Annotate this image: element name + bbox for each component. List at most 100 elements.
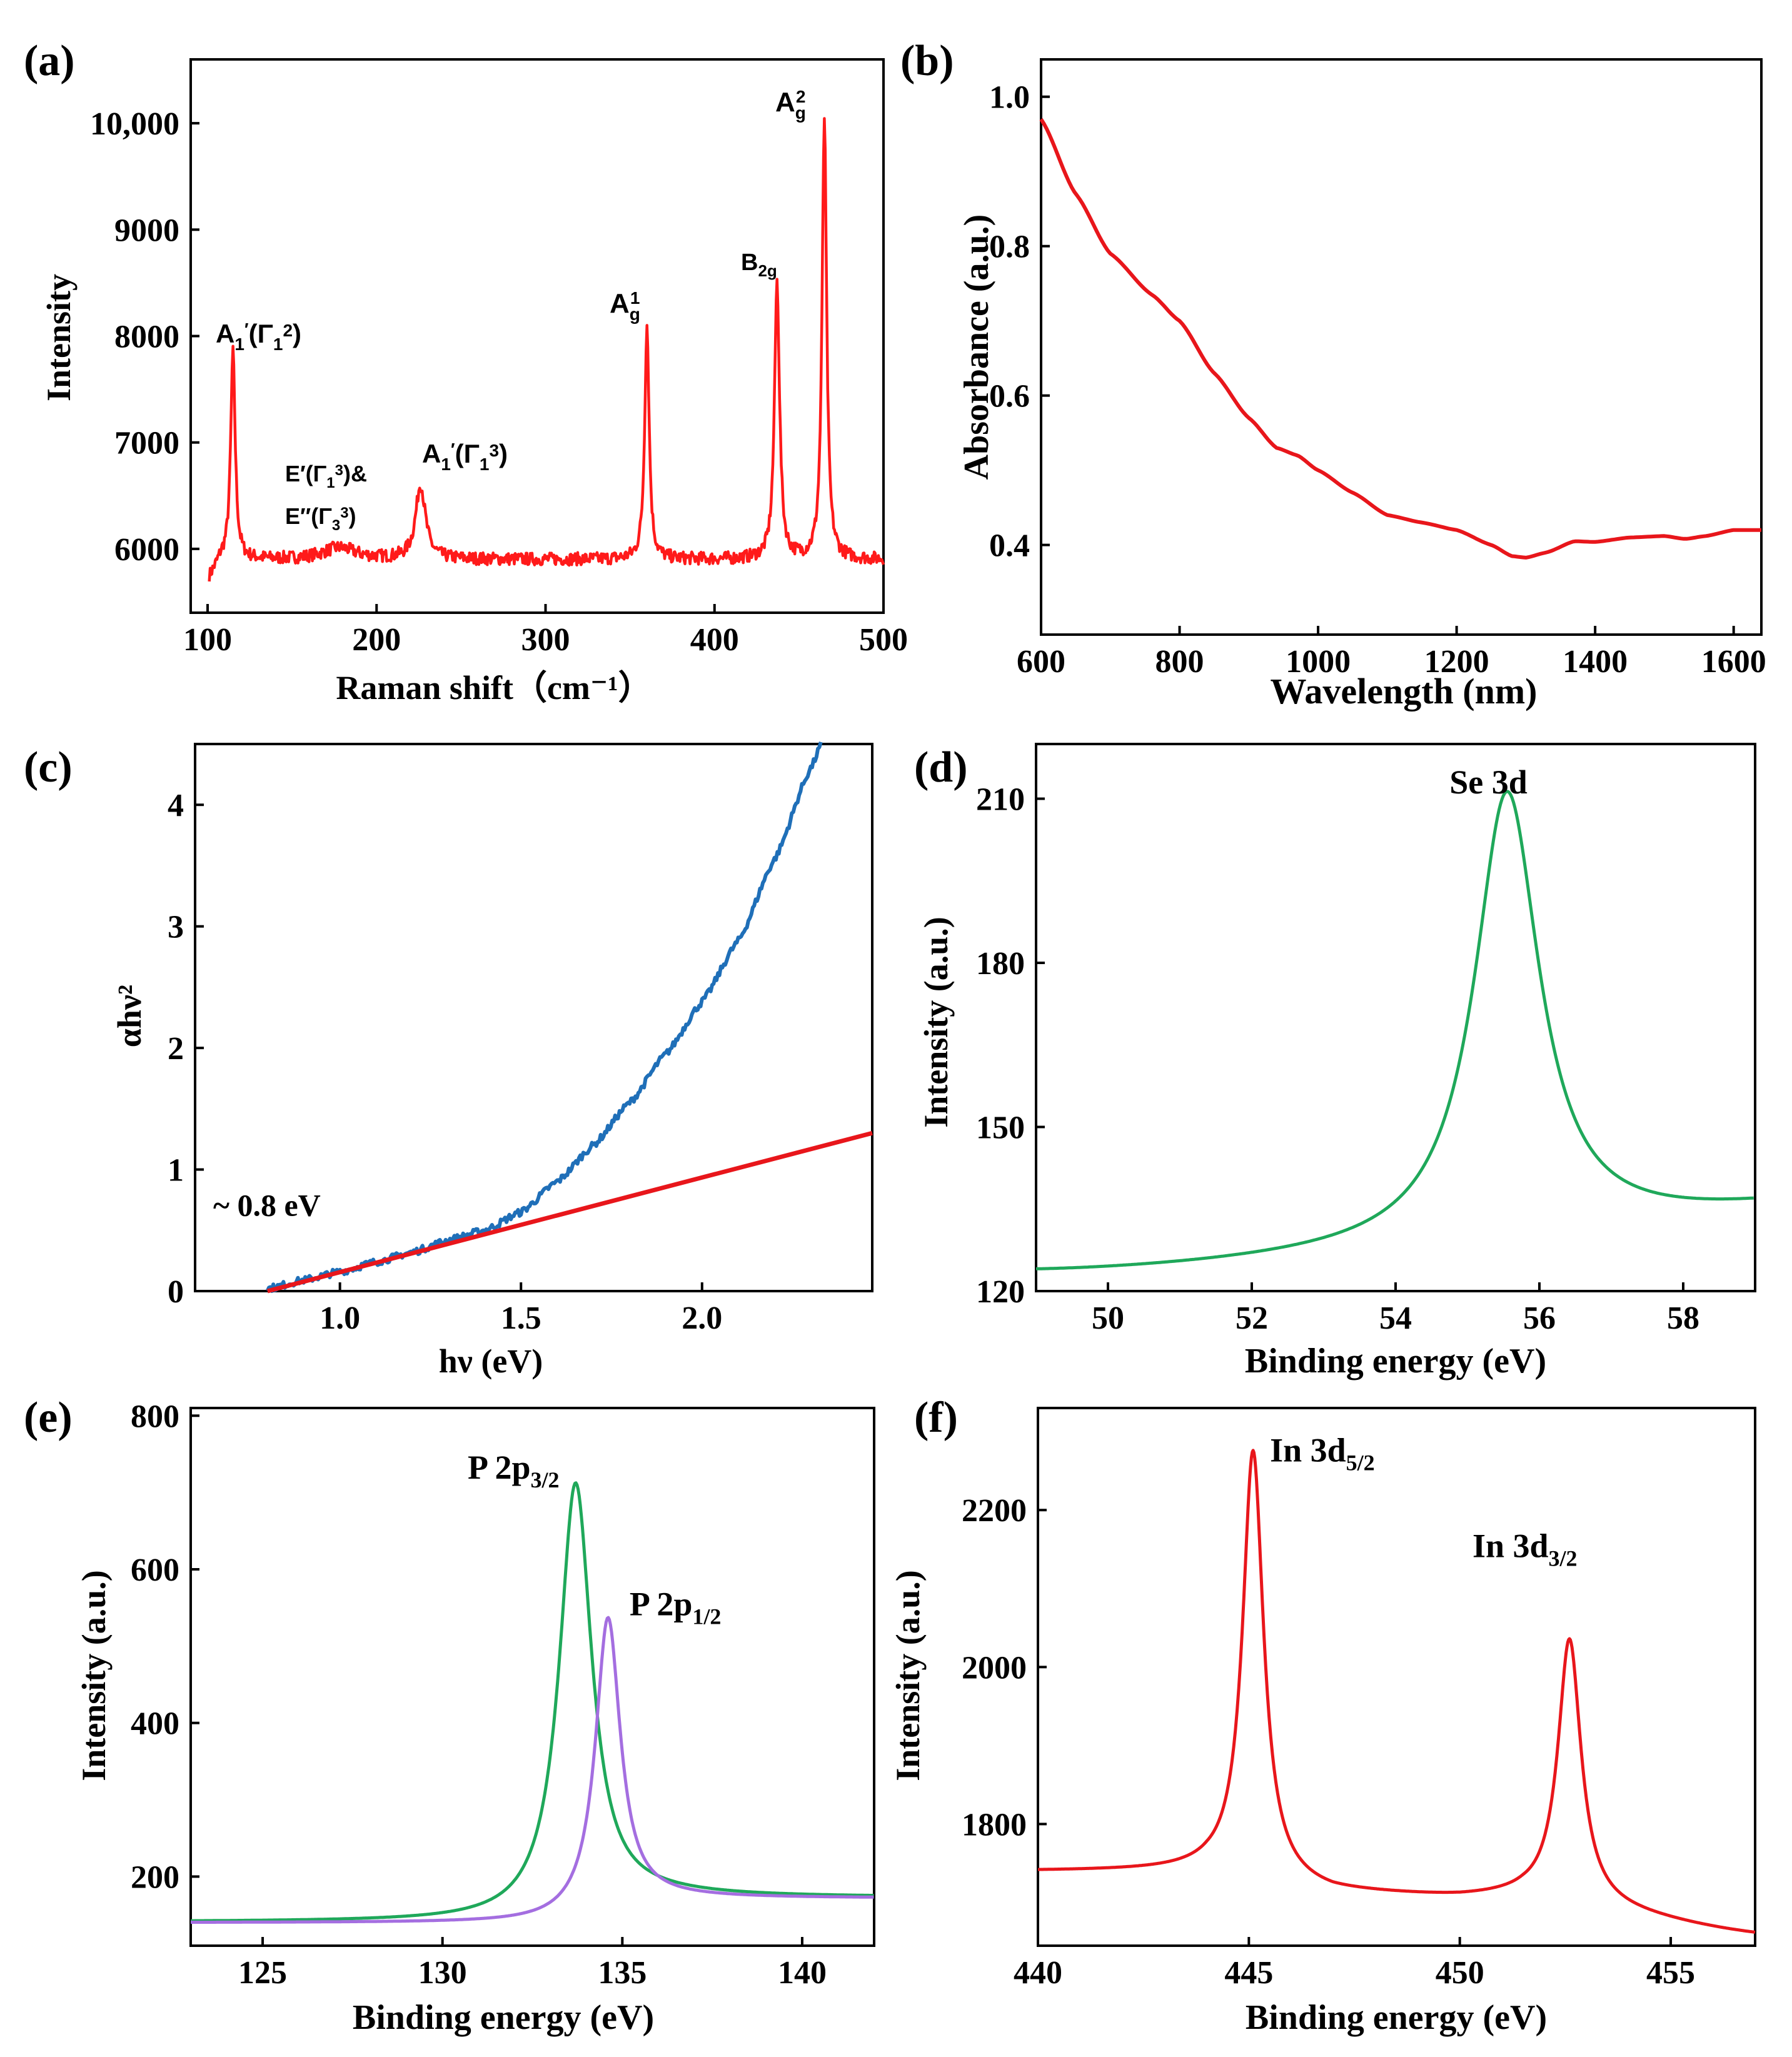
x-tick-label-c: 2.0 [682, 1300, 722, 1336]
y-axis-label-c: αhν² [111, 985, 148, 1048]
p2p32-spectrum-line [190, 1481, 875, 1923]
panel-f: (f) 440 445 450 455 1800 2000 2200 Intensity (… [889, 1394, 1756, 2037]
ticks-c: 1.0 1.5 2.0 0 1 2 3 4 [168, 788, 722, 1336]
y-tick-label-c: 4 [168, 788, 184, 823]
ticks-e: 125 130 135 140 200 400 600 800 [131, 1399, 827, 1991]
x-tick-label-f: 440 [1014, 1955, 1062, 1991]
x-tick-label-e: 125 [238, 1955, 287, 1991]
y-axis-label-e: Intensity (a.u.) [75, 1570, 113, 1781]
x-tick-label-b: 1000 [1286, 644, 1351, 680]
plot-frame-f [1037, 1407, 1756, 1947]
x-axis-label-f: Binding energy (eV) [1246, 1998, 1547, 2037]
y-tick-label-e: 800 [131, 1399, 179, 1434]
absorbance-line [1039, 118, 1761, 560]
y-tick-label-c: 2 [168, 1031, 184, 1067]
y-tick-label-e: 600 [131, 1552, 179, 1588]
ticks-f: 440 445 450 455 1800 2000 2200 [962, 1493, 1695, 1991]
x-tick-label-a: 400 [690, 622, 739, 658]
y-tick-label-d: 180 [976, 946, 1025, 982]
y-tick-label-b: 1.0 [989, 80, 1030, 116]
panel-label-e: (e) [24, 1394, 73, 1442]
x-tick-label-f: 455 [1646, 1955, 1695, 1991]
ticks-b: 600 800 1000 1200 1400 1600 0.4 0.6 0.8 1.0 [989, 80, 1766, 680]
peak-label-ag1: Ag1 [610, 288, 640, 324]
x-axis-label-d: Binding energy (eV) [1245, 1342, 1546, 1381]
y-tick-label-a: 6000 [114, 532, 179, 568]
y-tick-label-f: 2000 [962, 1650, 1027, 1686]
y-axis-label-f: Intensity (a.u.) [889, 1570, 927, 1781]
x-tick-label-b: 1400 [1563, 644, 1628, 680]
y-tick-label-e: 200 [131, 1859, 179, 1895]
raman-spectrum-line [208, 117, 885, 582]
in3d-spectrum-line [1037, 1449, 1756, 1934]
y-tick-label-a: 10,000 [90, 106, 179, 142]
p2p12-spectrum-line [190, 1616, 875, 1924]
x-tick-label-e: 140 [778, 1955, 827, 1991]
y-tick-label-a: 8000 [114, 319, 179, 355]
panel-label-c: (c) [24, 743, 73, 792]
se3d-label: Se 3d [1449, 763, 1528, 801]
y-tick-label-b: 0.4 [989, 528, 1030, 564]
plot-frame-e [189, 1407, 875, 1947]
panel-b: (b) 600 800 1000 1200 1400 1600 0.4 0.6 0.8 1.0 A… [900, 37, 1766, 712]
x-axis-label-a: Raman shift（cm⁻¹） [336, 669, 652, 707]
peak-label-ag2: Ag2 [775, 87, 806, 123]
panel-a: (a) 100 200 300 400 500 6000 7000 8000 9000 10,00… [24, 37, 908, 707]
y-tick-label-f: 1800 [962, 1807, 1027, 1843]
y-tick-label-b: 0.8 [989, 229, 1030, 265]
y-tick-label-c: 1 [168, 1153, 184, 1189]
svg-text:Ag2: Ag2 [775, 87, 806, 123]
y-tick-label-d: 150 [976, 1110, 1025, 1146]
x-axis-label-c: hν (eV) [439, 1342, 543, 1380]
x-tick-label-d: 52 [1236, 1300, 1268, 1336]
y-tick-label-b: 0.6 [989, 379, 1030, 415]
tauc-data-line [266, 741, 823, 1293]
y-axis-label-d: Intensity (a.u.) [917, 917, 955, 1128]
x-tick-label-c: 1.0 [320, 1300, 360, 1336]
y-tick-label-a: 7000 [114, 426, 179, 461]
x-tick-label-d: 58 [1667, 1300, 1699, 1336]
x-tick-label-a: 500 [859, 622, 908, 658]
panel-label-a: (a) [24, 37, 75, 85]
x-tick-label-b: 800 [1155, 644, 1204, 680]
x-tick-label-a: 300 [521, 622, 570, 658]
x-tick-label-e: 130 [418, 1955, 467, 1991]
y-tick-label-c: 3 [168, 910, 184, 945]
x-axis-label-b: Wavelength (nm) [1271, 671, 1538, 712]
x-tick-label-a: 200 [352, 622, 401, 658]
panel-d: (d) 50 52 54 56 58 120 150 180 210 Intensity (a.… [914, 743, 1756, 1381]
x-axis-label-e: Binding energy (eV) [353, 1998, 654, 2037]
y-tick-label-e: 400 [131, 1706, 179, 1742]
panel-label-d: (d) [914, 743, 968, 792]
x-tick-label-b: 600 [1017, 644, 1065, 680]
y-tick-label-a: 9000 [114, 213, 179, 248]
svg-text:E′(Γ13)&: E′(Γ13)& [285, 461, 367, 491]
panel-label-f: (f) [914, 1394, 958, 1442]
linear-fit-line [266, 1130, 873, 1294]
x-tick-label-d: 54 [1379, 1300, 1412, 1336]
x-tick-label-f: 450 [1436, 1955, 1484, 1991]
y-tick-label-d: 120 [976, 1274, 1025, 1310]
y-axis-label-b: Absorbance (a.u.) [957, 214, 996, 480]
panel-c: (c) 1.0 1.5 2.0 0 1 2 3 4 αhν² hν (eV) ~ 0.8 eV [24, 741, 873, 1380]
x-tick-label-d: 56 [1523, 1300, 1556, 1336]
ticks-a: 100 200 300 400 500 6000 7000 8000 9000 10,000 [90, 106, 908, 658]
plot-frame-b [1040, 58, 1763, 636]
x-tick-label-e: 135 [598, 1955, 647, 1991]
se3d-spectrum-line [1035, 790, 1754, 1270]
bandgap-annotation: ~ 0.8 eV [213, 1187, 321, 1222]
y-tick-label-f: 2200 [962, 1493, 1027, 1529]
x-tick-label-d: 50 [1092, 1300, 1124, 1336]
x-tick-label-c: 1.5 [501, 1300, 541, 1336]
panel-e: (e) 125 130 135 140 200 400 600 800 Intensity (… [24, 1394, 875, 2037]
x-tick-label-a: 100 [183, 622, 232, 658]
plot-frame-c [194, 743, 873, 1292]
y-axis-label-a: Intensity [40, 274, 78, 401]
x-tick-label-f: 445 [1224, 1955, 1273, 1991]
peak-label-e: E′(Γ13)& E″(Γ33) [285, 461, 367, 534]
y-tick-label-d: 210 [976, 782, 1025, 818]
x-tick-label-b: 1600 [1701, 644, 1766, 680]
ticks-d: 50 52 54 56 58 120 150 180 210 [976, 782, 1699, 1337]
